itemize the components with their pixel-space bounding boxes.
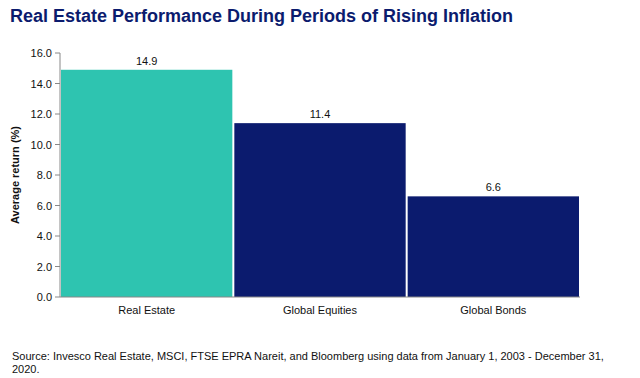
y-axis	[60, 53, 61, 297]
y-tick	[55, 236, 60, 237]
bar	[408, 196, 579, 297]
data-label: 6.6	[486, 181, 501, 193]
y-axis-label: Average return (%)	[9, 126, 21, 224]
y-tick	[55, 205, 60, 206]
title: Real Estate Performance During Periods o…	[10, 6, 513, 26]
source: Source: Invesco Real Estate, MSCI, FTSE …	[12, 350, 622, 376]
y-tick-label: 14.0	[31, 78, 52, 90]
y-tick-label: 10.0	[31, 139, 52, 151]
y-tick-label: 4.0	[37, 230, 52, 242]
y-tick-label: 0.0	[37, 291, 52, 303]
y-tick-label: 16.0	[31, 47, 52, 59]
x-axis	[60, 297, 580, 298]
y-tick-label: 2.0	[37, 261, 52, 273]
y-tick	[55, 175, 60, 176]
bar	[61, 70, 232, 297]
y-tick	[55, 53, 60, 54]
x-tick-label: Global Equities	[283, 304, 357, 316]
y-tick	[55, 144, 60, 145]
x-tick-label: Real Estate	[118, 304, 175, 316]
y-tick	[55, 266, 60, 267]
x-tick-label: Global Bonds	[460, 304, 527, 316]
data-label: 14.9	[136, 55, 157, 67]
bar	[234, 123, 405, 297]
y-tick	[55, 297, 60, 298]
y-tick	[55, 83, 60, 84]
y-tick-label: 6.0	[37, 200, 52, 212]
y-tick-label: 8.0	[37, 169, 52, 181]
bars	[61, 70, 579, 297]
y-tick-label: 12.0	[31, 108, 52, 120]
y-tick	[55, 114, 60, 115]
data-label: 11.4	[310, 108, 331, 120]
